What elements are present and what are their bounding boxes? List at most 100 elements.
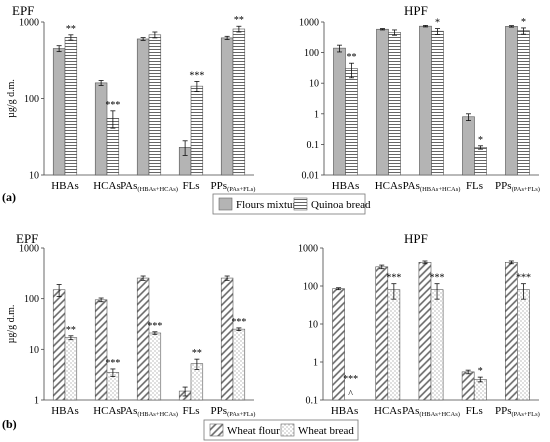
bar-dots (148, 332, 162, 401)
legend-a-box (212, 193, 366, 215)
x-tick-label: HCAs (93, 180, 121, 192)
y-axis-label: µg/g d.m. (6, 79, 17, 118)
bar-diag (52, 289, 66, 401)
x-tick-label: PAs(HBAs+HCAs) (403, 180, 461, 193)
x-tick-label: FLs (182, 405, 199, 417)
legend-b-label-wheat-bread: Wheat bread (298, 425, 354, 437)
panel-label-a: (a) (2, 190, 16, 204)
bar-dots (64, 337, 78, 401)
bar-hlines (64, 37, 78, 176)
significance-label: *** (343, 374, 358, 385)
bar-dots (430, 289, 444, 401)
x-tick-label: HBAs (51, 405, 79, 417)
significance-label: * (478, 135, 483, 146)
significance-label: *** (147, 321, 162, 332)
significance-label: * (521, 17, 526, 28)
y-tick-label: 1 (314, 109, 319, 120)
significance-label: *** (231, 317, 246, 328)
significance-label: *** (189, 70, 204, 81)
bar-solid (462, 116, 475, 176)
y-tick-label: 1000 (298, 244, 318, 255)
legend-b-label-wheat-flour: Wheat flour (227, 425, 280, 437)
y-tick-label: 100 (24, 94, 39, 105)
chart-title: EPF (12, 3, 34, 18)
significance-label: * (435, 18, 440, 29)
y-tick-label: 10 (309, 79, 319, 90)
legend-b-swatch-wheat-flour (209, 423, 224, 437)
bar-solid (505, 26, 518, 176)
legend-b-swatch-wheat-bread (280, 423, 295, 437)
y-tick-label: 0.01 (302, 171, 320, 182)
bar-dots (387, 289, 401, 401)
x-tick-label: PPs(PAs+FLs) (211, 405, 256, 418)
y-tick-label: 0.1 (307, 140, 320, 151)
significance-label: *** (105, 358, 120, 369)
y-axis-label: µg/g d.m. (6, 305, 17, 344)
x-tick-label: HBAs (331, 405, 359, 417)
x-tick-label: PAs(HBAs+HCAs) (120, 405, 178, 418)
x-tick-label: PAs(HBAs+HCAs) (120, 180, 178, 193)
x-tick-label: PAs(HBAs+HCAs) (402, 405, 460, 418)
x-tick-label: FLs (466, 180, 483, 192)
significance-label: *** (386, 273, 401, 284)
significance-label: *** (105, 100, 120, 111)
bar-solid (94, 82, 108, 176)
y-tick-label: 1 (313, 358, 318, 369)
legend-a-swatch-quinoa (293, 197, 308, 211)
legend-b: Wheat flour Wheat bread (203, 419, 359, 441)
bar-diag (220, 277, 234, 401)
bar-diag (136, 277, 150, 401)
x-tick-label: PPs(PAs+FLs) (211, 180, 256, 193)
x-tick-label: FLs (466, 405, 483, 417)
y-tick-label: 1000 (299, 18, 319, 29)
significance-label: * (478, 366, 483, 377)
x-tick-label: FLs (182, 180, 199, 192)
significance-label: *** (516, 273, 531, 284)
y-tick-label: 1000 (19, 18, 39, 29)
bar-solid (333, 47, 346, 176)
chart-title: HPF (404, 231, 428, 246)
legend-a-label-quinoa: Quinoa bread (311, 199, 371, 211)
significance-label: *** (430, 273, 445, 284)
x-tick-label: PPs(PAs+FLs) (495, 180, 540, 193)
y-tick-label: 1 (34, 396, 39, 407)
y-tick-label: 10 (308, 320, 318, 331)
bar-diag (461, 371, 475, 401)
bar-diag (375, 266, 389, 401)
bar-solid (52, 48, 66, 176)
bar-hlines (474, 147, 487, 176)
bar-hlines (232, 28, 246, 176)
bar-solid (419, 25, 432, 176)
significance-label: ** (234, 15, 244, 26)
x-tick-label: HCAs (93, 405, 121, 417)
bar-diag (94, 299, 108, 401)
bar-hlines (148, 34, 162, 176)
chart-title: EPF (16, 231, 38, 246)
chart-title: HPF (404, 3, 428, 18)
y-tick-label: 0.1 (306, 396, 319, 407)
x-tick-label: HBAs (332, 180, 360, 192)
x-tick-label: HCAs (374, 405, 402, 417)
bar-hlines (190, 85, 204, 176)
y-tick-label: 100 (24, 294, 39, 305)
x-tick-label: HBAs (51, 180, 79, 192)
y-tick-label: 100 (303, 282, 318, 293)
legend-a: Flours mixture Quinoa bread (212, 193, 371, 215)
significance-label: ** (192, 348, 202, 359)
legend-a-label-flours: Flours mixture (236, 199, 301, 211)
y-tick-label: 10 (29, 345, 39, 356)
y-tick-label: 10 (29, 171, 39, 182)
significance-label: ** (66, 325, 76, 336)
bar-solid (136, 38, 150, 176)
significance-label: ** (347, 52, 357, 63)
legend-a-swatch-flours (218, 197, 233, 211)
significance-label: ** (66, 24, 76, 35)
marker-label: ^ (348, 389, 353, 400)
bar-dots (473, 379, 487, 401)
x-tick-label: HCAs (375, 180, 403, 192)
